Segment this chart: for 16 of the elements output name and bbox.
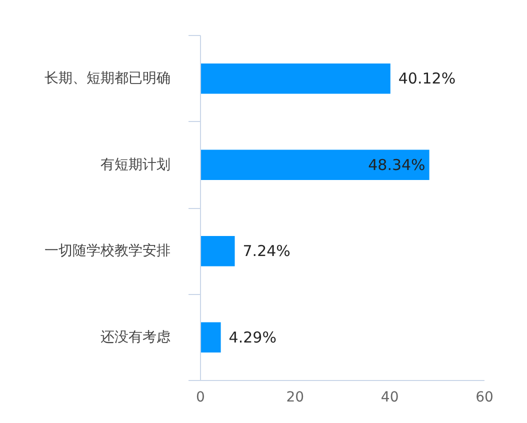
data-label: 40.12% [398,70,456,88]
y-tick-label: 长期、短期都已明确 [44,70,170,87]
bar [200,64,390,94]
x-tick-label: 20 [286,390,304,406]
y-tick-label: 还没有考虑 [100,329,170,346]
bar [200,322,221,352]
x-tick-label: 0 [196,390,205,406]
bar [200,236,235,266]
data-label: 4.29% [228,328,276,346]
data-label: 7.24% [242,242,290,260]
x-tick-label: 60 [476,390,494,406]
y-tick-label: 一切随学校教学安排 [44,243,170,260]
x-tick-label: 40 [380,390,399,406]
y-tick-label: 有短期计划 [100,156,170,173]
bar [200,150,430,180]
data-label: 48.34% [368,156,426,174]
